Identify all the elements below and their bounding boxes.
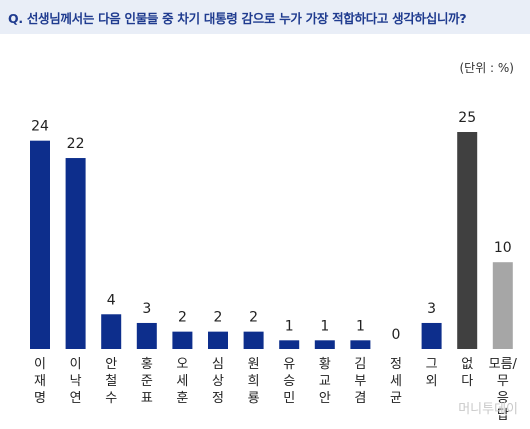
bar-5 [208, 331, 228, 349]
category-label-line: 무 [497, 374, 509, 389]
category-label: 심상정 [212, 357, 224, 406]
bar-4 [172, 331, 193, 349]
bar-value-label: 4 [107, 292, 116, 308]
category-label-line: 명 [34, 391, 46, 406]
bar-value-label: 24 [31, 119, 49, 135]
bar-value-label: 2 [178, 310, 187, 326]
category-label: 홍준표 [141, 357, 153, 406]
category-label: 원희룡 [248, 357, 260, 406]
category-label: 그외 [426, 357, 438, 389]
category-label-line: 답 [497, 408, 509, 423]
category-label-line: 이 [70, 357, 82, 372]
unit-label: (단위 : %) [459, 61, 514, 75]
bar-12 [457, 132, 478, 349]
bar-value-label: 10 [494, 240, 512, 256]
question-header [0, 0, 530, 34]
category-label-line: 승 [283, 374, 295, 389]
bar-value-label: 1 [320, 318, 329, 334]
category-label-line: 세 [390, 374, 402, 389]
category-label-line: 룡 [248, 391, 260, 406]
category-label: 황교안 [319, 357, 331, 406]
category-label-line: 유 [283, 357, 295, 372]
bar-13 [492, 262, 513, 349]
bar-value-label: 1 [285, 318, 294, 334]
category-label-line: 응 [497, 391, 509, 406]
category-label-line: 교 [319, 374, 331, 389]
bar-value-label: 3 [142, 301, 151, 317]
bar-value-label: 1 [356, 318, 365, 334]
category-label: 이낙연 [70, 357, 82, 406]
category-label-line: 부 [354, 374, 366, 389]
category-label-line: 재 [34, 374, 46, 389]
category-label-line: 안 [319, 391, 331, 406]
bar-value-label: 22 [67, 136, 85, 152]
bar-3 [136, 322, 157, 349]
category-label-line: 훈 [176, 391, 188, 406]
category-label-line: 표 [141, 391, 153, 406]
bar-value-label: 2 [214, 310, 223, 326]
category-label: 없다 [461, 357, 473, 389]
bar-2 [101, 314, 122, 349]
category-label-line: 낙 [70, 374, 82, 389]
category-label-line: 김 [354, 357, 366, 372]
category-label-line: 없 [461, 357, 473, 372]
category-label: 김부겸 [354, 357, 366, 406]
bar-0 [30, 140, 50, 349]
category-label-line: 상 [212, 374, 224, 389]
category-label-line: 연 [70, 391, 82, 406]
bar-1 [65, 158, 86, 349]
category-label-line: 정 [390, 357, 402, 372]
bar-11 [421, 322, 442, 349]
bar-value-label: 2 [249, 310, 258, 326]
bar-6 [243, 331, 264, 349]
bar-8 [314, 340, 335, 349]
category-label-line: 민 [283, 391, 295, 406]
category-label: 오세훈 [176, 357, 188, 406]
bar-value-label: 25 [458, 110, 476, 126]
category-label-line: 이 [34, 357, 46, 372]
category-label-line: 오 [176, 357, 188, 372]
category-label: 유승민 [283, 357, 295, 406]
category-label-line: 황 [319, 357, 331, 372]
category-label: 정세균 [390, 357, 402, 406]
category-label-line: 다 [461, 374, 473, 389]
category-label: 안철수 [105, 357, 117, 406]
question-text: Q. 선생님께서는 다음 인물들 중 차기 대통령 감으로 누가 가장 적합하다… [8, 11, 467, 26]
category-label-line: 외 [426, 374, 438, 389]
category-label-line: 홍 [141, 357, 153, 372]
category-label-line: 모름/ [489, 357, 518, 372]
category-label-line: 세 [176, 374, 188, 389]
bar-value-label: 0 [392, 327, 401, 343]
category-label-line: 철 [105, 374, 117, 389]
category-label-line: 그 [426, 357, 438, 372]
category-label-line: 수 [105, 391, 117, 406]
category-label-line: 원 [248, 357, 260, 372]
category-label-line: 겸 [354, 391, 366, 406]
bar-value-label: 3 [427, 301, 436, 317]
category-label-line: 심 [212, 357, 224, 372]
category-label-line: 균 [390, 391, 402, 406]
category-label-line: 준 [141, 374, 153, 389]
category-label-line: 안 [105, 357, 117, 372]
category-label: 이재명 [34, 357, 46, 406]
bar-9 [350, 340, 371, 349]
watermark: 머니투데이 [458, 402, 518, 417]
category-label-line: 희 [248, 374, 260, 389]
category-label: 모름/무응답 [489, 357, 518, 423]
bar-7 [279, 340, 300, 349]
category-label-line: 정 [212, 391, 224, 406]
